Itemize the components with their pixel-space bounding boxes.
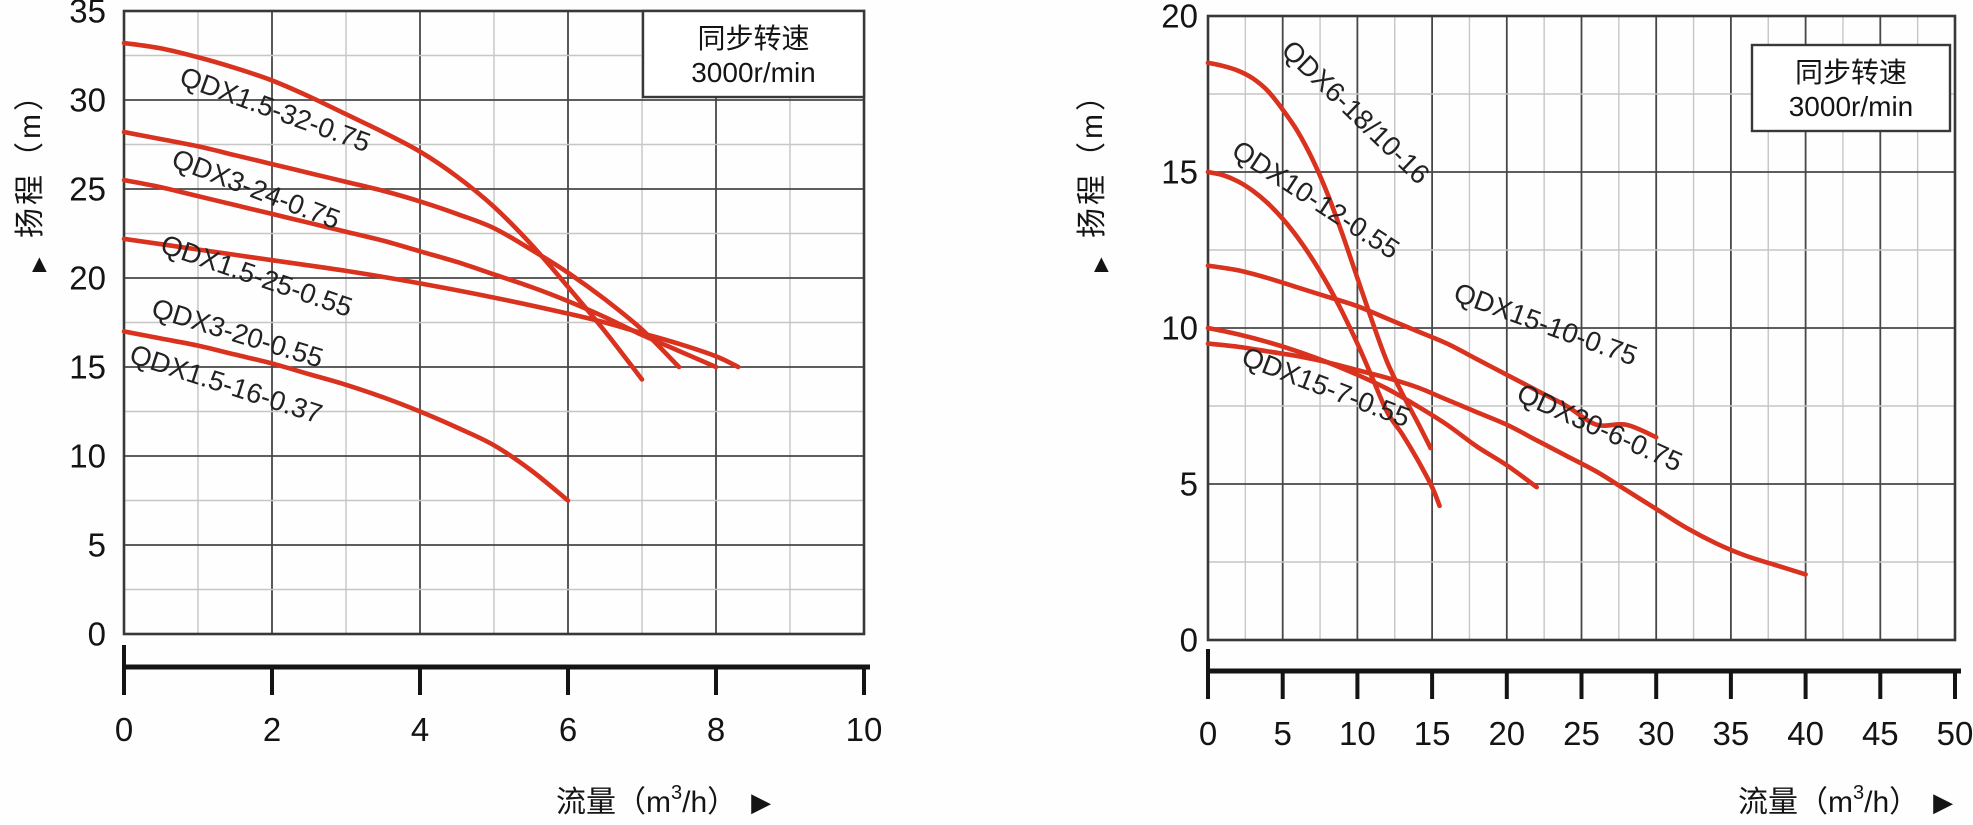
y-tick-label: 15 — [1161, 154, 1198, 191]
x-tick-label: 2 — [263, 711, 281, 748]
x-axis-title: 流量（m3/h） ▶ — [556, 782, 771, 819]
x-axis: 0 2 4 6 8 10 — [115, 645, 883, 748]
y-tick-label: 10 — [69, 438, 106, 475]
x-tick-label: 15 — [1414, 715, 1451, 752]
y-tick-label: 0 — [88, 616, 106, 653]
y-tick-label: 5 — [88, 527, 106, 564]
curve-qdx1-5-25-0-55 — [121, 177, 719, 370]
up-arrow-icon: ▲ — [27, 250, 52, 278]
curve-qdx15-10-0-75 — [1205, 263, 1659, 440]
x-tick-label: 35 — [1713, 715, 1750, 752]
curves: QDX1.5-32-0.75QDX3-24-0.75QDX1.5-25-0.55… — [121, 40, 741, 503]
y-tick-label: 35 — [69, 0, 106, 30]
legend-line: 3000r/min — [1789, 91, 1914, 122]
y-tick-label: 15 — [69, 349, 106, 386]
x-tick-label: 5 — [1274, 715, 1292, 752]
y-tick-label: 25 — [69, 171, 106, 208]
chart-right: QDX6-18/10-16QDX10-12-0.55QDX15-10-0.75Q… — [1076, 0, 1973, 819]
x-tick-label: 6 — [559, 711, 577, 748]
x-axis-title-superscript: 3 — [1853, 782, 1864, 804]
x-tick-label: 45 — [1862, 715, 1899, 752]
right-arrow-icon: ▶ — [1933, 787, 1953, 817]
legend-line: 同步转速 — [1795, 57, 1907, 88]
x-tick-label: 4 — [411, 711, 429, 748]
x-tick-label: 40 — [1787, 715, 1824, 752]
x-tick-label: 0 — [115, 711, 133, 748]
curve-label: QDX15-10-0.75 — [1450, 277, 1642, 372]
x-tick-label: 8 — [707, 711, 725, 748]
x-tick-label: 20 — [1488, 715, 1525, 752]
x-axis-title-prefix: 流量（m — [556, 786, 671, 819]
x-axis-title-prefix: 流量（m — [1738, 786, 1853, 819]
y-axis-title: 扬程（m） — [14, 78, 47, 238]
y-tick-label: 0 — [1180, 622, 1198, 659]
y-tick-label: 20 — [1161, 0, 1198, 35]
curve-label: QDX30-6-0.75 — [1513, 377, 1688, 477]
curve-qdx1-5-16-0-37 — [121, 329, 571, 503]
x-axis-title-suffix: /h） — [1864, 786, 1919, 819]
x-tick-label: 0 — [1199, 715, 1217, 752]
curve-qdx10-12-0-55 — [1205, 169, 1442, 509]
right-arrow-icon: ▶ — [751, 787, 771, 817]
x-axis-title-superscript: 3 — [671, 782, 682, 804]
curve-qdx1-5-32-0-75 — [121, 40, 645, 382]
y-axis-title: 扬程（m） — [1076, 78, 1109, 238]
x-tick-label: 30 — [1638, 715, 1675, 752]
legend-line: 同步转速 — [697, 23, 809, 54]
legend-box — [641, 9, 866, 99]
x-tick-label: 10 — [1339, 715, 1376, 752]
plot-border — [122, 9, 866, 636]
curve-qdx15-7-0-55 — [1205, 325, 1539, 490]
chart-left: QDX1.5-32-0.75QDX3-24-0.75QDX1.5-25-0.55… — [14, 0, 882, 819]
x-tick-label: 25 — [1563, 715, 1600, 752]
x-tick-label: 50 — [1937, 715, 1973, 752]
y-tick-label: 30 — [69, 82, 106, 119]
curve-label: QDX6-18/10-16 — [1276, 34, 1436, 190]
curve-qdx3-24-0-75 — [121, 129, 682, 370]
legend-line: 3000r/min — [691, 57, 816, 88]
x-axis-title-suffix: /h） — [682, 786, 737, 819]
y-tick-label: 20 — [69, 260, 106, 297]
curve-qdx30-6-0-75 — [1205, 341, 1808, 577]
x-tick-label: 10 — [846, 711, 883, 748]
up-arrow-icon: ▲ — [1089, 250, 1114, 278]
curve-label: QDX1.5-32-0.75 — [176, 61, 375, 159]
y-tick-label: 10 — [1161, 310, 1198, 347]
y-tick-label: 5 — [1180, 466, 1198, 503]
curve-qdx3-20-0-55 — [121, 236, 741, 370]
x-axis-title: 流量（m3/h） ▶ — [1738, 782, 1953, 819]
x-axis: 0 5 10 15 20 25 30 35 40 45 50 — [1199, 649, 1973, 752]
legend-box — [1750, 43, 1952, 133]
